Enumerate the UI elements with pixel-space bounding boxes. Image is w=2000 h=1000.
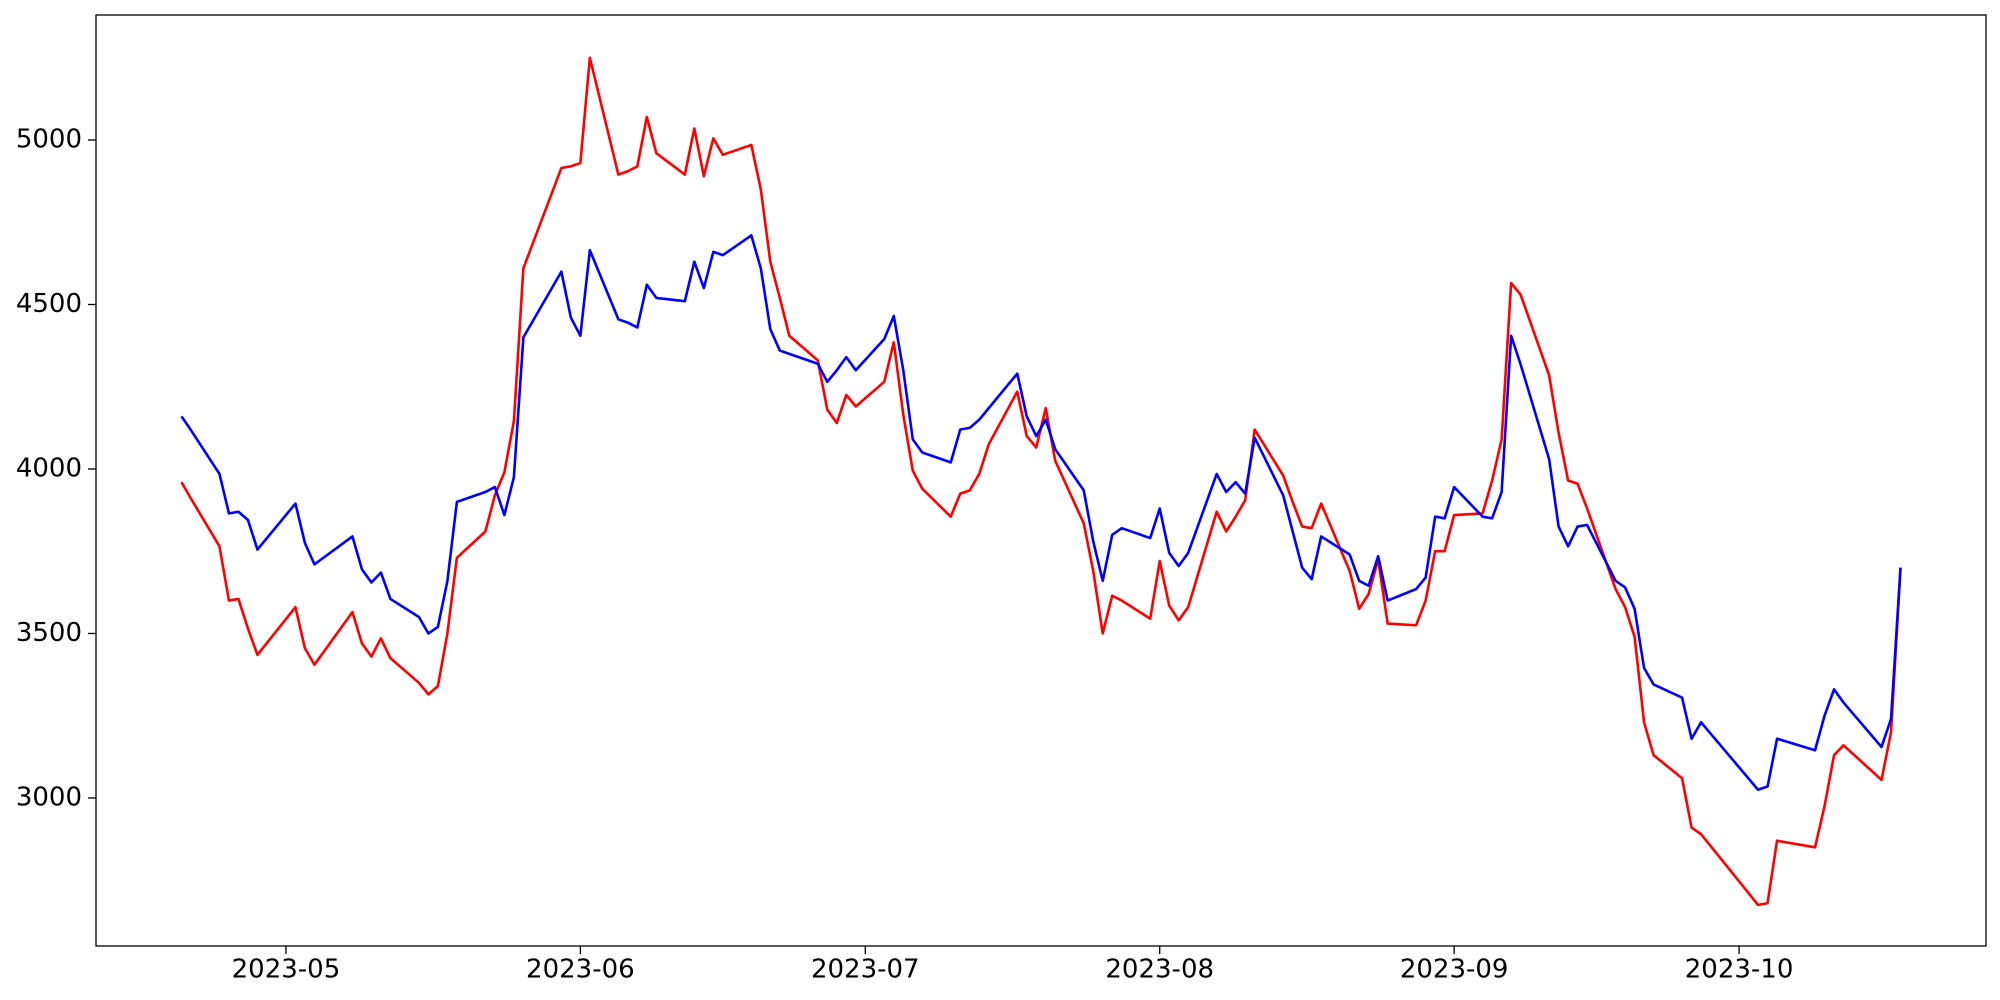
y-tick-label: 5000 <box>16 125 82 155</box>
y-tick-label: 4000 <box>16 453 82 483</box>
y-tick-label: 3500 <box>16 618 82 648</box>
y-tick-label: 3000 <box>16 782 82 812</box>
x-tick-label: 2023-05 <box>232 955 341 985</box>
plot-frame <box>95 14 1987 947</box>
x-tick-label: 2023-09 <box>1400 955 1509 985</box>
data-line <box>180 56 1902 907</box>
x-tick-label: 2023-06 <box>526 955 635 985</box>
x-tick-label: 2023-08 <box>1105 955 1214 985</box>
x-tick-label: 2023-10 <box>1685 955 1794 985</box>
y-tick-label: 4500 <box>16 289 82 319</box>
x-tick-label: 2023-07 <box>811 955 920 985</box>
data-line <box>180 234 1902 792</box>
